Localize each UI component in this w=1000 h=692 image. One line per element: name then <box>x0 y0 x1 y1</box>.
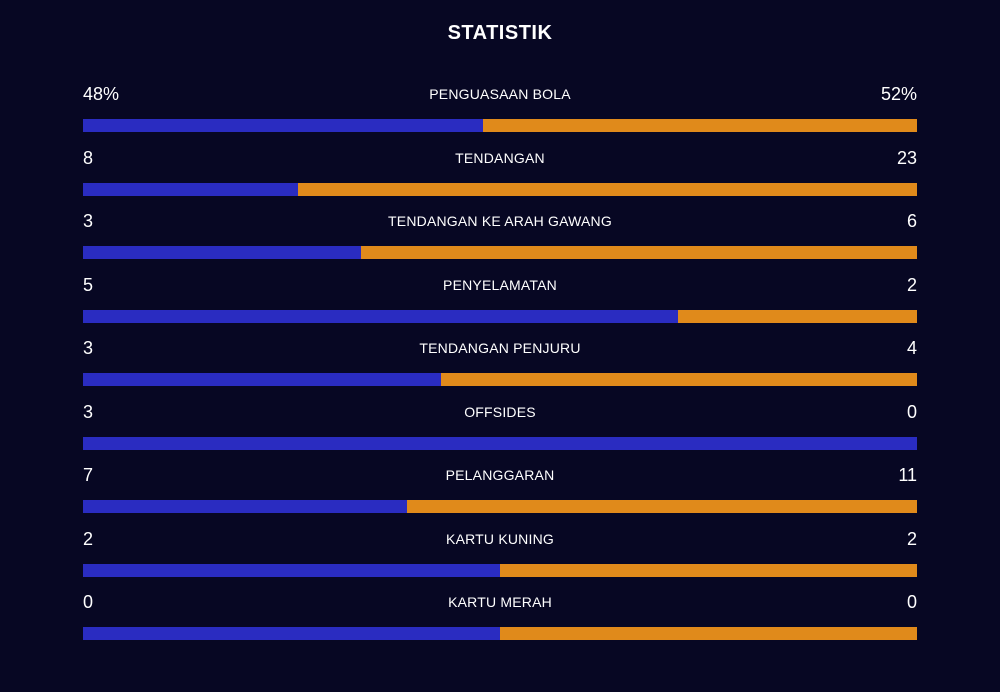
stat-row: 5 PENYELAMATAN 2 <box>83 270 917 334</box>
away-value: 6 <box>906 211 917 231</box>
home-value: 3 <box>83 338 94 358</box>
stat-label: PELANGGARAN <box>445 467 555 483</box>
stat-row: 3 TENDANGAN PENJURU 4 <box>83 333 917 397</box>
home-bar-fill <box>83 627 500 640</box>
stat-label: PENGUASAAN BOLA <box>429 86 571 102</box>
statistics-title: STATISTIK <box>447 22 553 44</box>
comparison-bar <box>83 436 917 450</box>
stat-label: TENDANGAN <box>455 149 545 166</box>
home-value: 5 <box>83 274 94 295</box>
stat-label: TENDANGAN PENJURU <box>419 340 581 356</box>
away-value: 11 <box>898 465 917 485</box>
comparison-bar <box>83 119 917 132</box>
comparison-bar <box>83 500 917 513</box>
stat-label: KARTU MERAH <box>448 594 552 610</box>
away-value: 0 <box>906 401 917 422</box>
home-value: 2 <box>83 528 94 549</box>
home-bar-fill <box>83 563 500 577</box>
comparison-bar <box>83 373 917 386</box>
stat-label: OFFSIDES <box>464 403 536 420</box>
home-bar-fill <box>83 500 407 513</box>
away-value: 0 <box>906 592 917 612</box>
home-bar-fill <box>83 309 678 323</box>
home-bar-fill <box>83 373 441 386</box>
home-bar-fill <box>83 119 483 132</box>
home-value: 8 <box>83 147 94 168</box>
stat-row: 8 TENDANGAN 23 <box>83 143 917 207</box>
stat-row: 7 PELANGGARAN 11 <box>83 460 917 524</box>
stats-list: 48% PENGUASAAN BOLA 52% 8 TENDANGAN 23 3 TENDAN… <box>83 79 917 651</box>
home-bar-fill <box>83 246 361 259</box>
stat-row: 3 OFFSIDES 0 <box>83 397 917 461</box>
stat-row: 0 KARTU MERAH 0 <box>83 587 917 651</box>
home-value: 0 <box>83 592 94 612</box>
away-value: 4 <box>906 338 917 358</box>
stat-label: KARTU KUNING <box>446 530 554 547</box>
home-value: 7 <box>83 465 94 485</box>
stat-row: 2 KARTU KUNING 2 <box>83 524 917 588</box>
stat-row: 48% PENGUASAAN BOLA 52% <box>83 79 917 143</box>
comparison-bar <box>83 563 917 577</box>
home-value: 3 <box>83 211 94 231</box>
away-value: 52% <box>880 84 917 104</box>
comparison-bar <box>83 182 917 196</box>
comparison-bar <box>83 246 917 259</box>
home-bar-fill <box>83 436 917 450</box>
home-value: 48% <box>83 84 120 104</box>
stat-label: PENYELAMATAN <box>443 276 557 293</box>
away-value: 2 <box>906 528 917 549</box>
home-bar-fill <box>83 182 298 196</box>
stat-row: 3 TENDANGAN KE ARAH GAWANG 6 <box>83 206 917 270</box>
away-value: 2 <box>906 274 917 295</box>
comparison-bar <box>83 309 917 323</box>
home-value: 3 <box>83 401 94 422</box>
comparison-bar <box>83 627 917 640</box>
stat-label: TENDANGAN KE ARAH GAWANG <box>388 213 612 229</box>
away-value: 23 <box>896 147 917 168</box>
